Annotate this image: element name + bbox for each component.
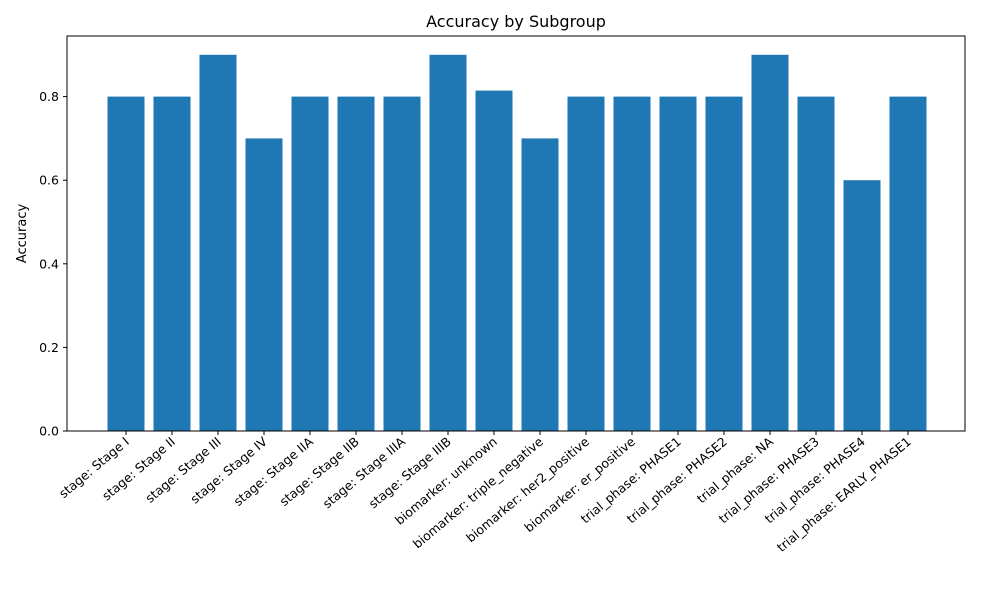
bar-17: [889, 96, 927, 431]
x-tick-label-4: stage: Stage IIA: [231, 434, 317, 509]
bar-4: [291, 96, 329, 431]
bar-0: [107, 96, 145, 431]
y-tick-label-0: 0.0: [39, 424, 59, 439]
bar-1: [153, 96, 191, 431]
bar-5: [337, 96, 375, 431]
bars-group: [107, 54, 927, 432]
y-tick-label-1: 0.2: [39, 340, 59, 355]
y-tick-label-3: 0.6: [39, 173, 59, 188]
x-tick-label-3: stage: Stage IV: [187, 434, 270, 507]
plot-frame: [66, 35, 966, 432]
x-tick-label-7: stage: Stage IIIB: [366, 434, 454, 511]
x-tick-label-6: stage: Stage IIIA: [320, 434, 409, 512]
bar-14: [751, 54, 789, 432]
bar-3: [245, 138, 283, 431]
chart-title: Accuracy by Subgroup: [426, 12, 606, 31]
y-axis-ticks: 0.0 0.2 0.4 0.6 0.8: [39, 89, 67, 439]
bar-10: [567, 96, 605, 431]
y-axis-label: Accuracy: [15, 204, 30, 264]
bar-11: [613, 96, 651, 431]
y-tick-label-4: 0.8: [39, 89, 59, 104]
x-tick-label-5: stage: Stage IIB: [276, 434, 361, 509]
bar-2: [199, 54, 237, 432]
bar-7: [429, 54, 467, 432]
y-tick-label-2: 0.4: [39, 256, 59, 271]
bar-6: [383, 96, 421, 431]
bar-9: [521, 138, 559, 431]
bar-12: [659, 96, 697, 431]
bar-15: [797, 96, 835, 431]
bar-16: [843, 180, 881, 431]
bar-13: [705, 96, 743, 431]
bar-8: [475, 90, 513, 431]
